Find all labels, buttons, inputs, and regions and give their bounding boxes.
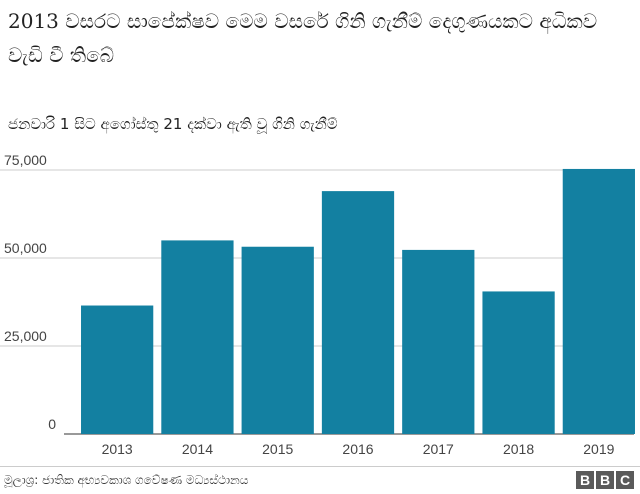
x-tick-label: 2018 — [503, 441, 534, 457]
bar-2016 — [321, 191, 395, 434]
x-tick-label: 2014 — [182, 441, 213, 457]
x-axis-ticks: 2013 2014 2015 2016 2017 2018 2019 — [102, 441, 615, 457]
x-tick-label: 2016 — [342, 441, 373, 457]
bars — [81, 168, 635, 434]
bar-2019 — [562, 168, 635, 434]
bar-2017 — [402, 249, 475, 434]
bbc-logo: B B C — [576, 471, 634, 489]
chart-subtitle: ජනවාරි 1 සිට අගෝස්තු 21 දක්වා ඇති වූ ගින… — [8, 115, 338, 133]
bbc-logo-letter: B — [596, 471, 614, 489]
bar-2018 — [482, 291, 555, 434]
footer-divider — [0, 466, 640, 467]
bar-2014 — [161, 240, 234, 434]
chart-title: 2013 වසරට සාපේක්ෂව මෙම වසරේ ගිනි ගැනීම් … — [8, 9, 598, 67]
bar-chart: 0 25,000 50,000 75,000 2013 2014 2015 2016 2017… — [0, 152, 635, 457]
y-tick-label: 25,000 — [4, 328, 47, 344]
y-tick-label: 75,000 — [4, 152, 47, 168]
x-tick-label: 2013 — [102, 441, 133, 457]
source-note: මූලාශ්‍ර: ජාතික අභ්‍යවකාශ ගවේෂණ මධ්‍යස්ථ… — [4, 473, 249, 487]
x-tick-label: 2019 — [583, 441, 614, 457]
bar-2015 — [241, 246, 314, 434]
bar-2013 — [81, 305, 154, 434]
y-tick-label: 50,000 — [4, 240, 47, 256]
x-tick-label: 2015 — [262, 441, 293, 457]
x-tick-label: 2017 — [423, 441, 454, 457]
y-tick-label: 0 — [48, 416, 56, 432]
bbc-logo-letter: C — [616, 471, 634, 489]
y-axis-ticks: 0 25,000 50,000 75,000 — [4, 152, 56, 432]
bbc-logo-letter: B — [576, 471, 594, 489]
